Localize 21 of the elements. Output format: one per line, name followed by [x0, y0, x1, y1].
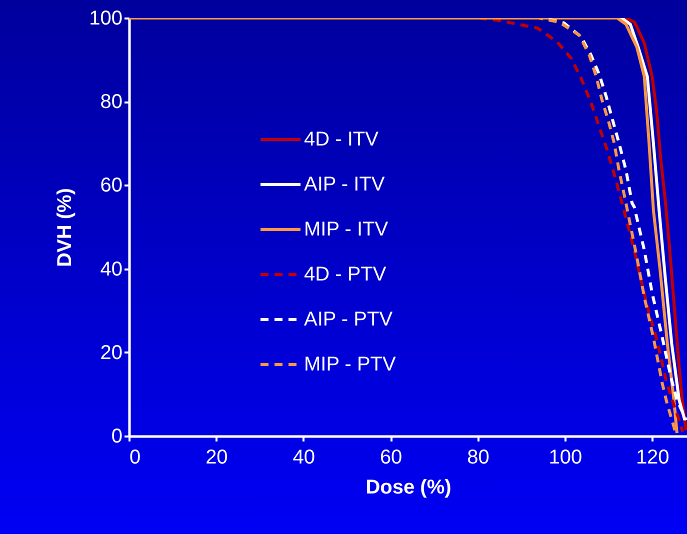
- legend-label: MIP - ITV: [304, 218, 389, 240]
- legend-label: AIP - PTV: [304, 308, 394, 330]
- x-tick-label: 40: [292, 446, 315, 468]
- x-tick-label: 100: [548, 446, 582, 468]
- legend-label: 4D - ITV: [304, 128, 380, 150]
- y-tick-label: 0: [111, 426, 122, 448]
- y-axis-title: DVH (%): [54, 188, 76, 267]
- legend-label: 4D - PTV: [304, 264, 387, 286]
- y-tick-label: 80: [100, 91, 122, 114]
- y-tick-label: 40: [100, 258, 122, 280]
- x-tick-label: 120: [636, 446, 670, 468]
- y-tick-label: 20: [100, 342, 122, 364]
- y-tick-label: 60: [100, 174, 122, 197]
- x-tick-label: 80: [467, 446, 490, 468]
- legend-label: MIP - PTV: [304, 354, 397, 376]
- legend-label: AIP - ITV: [304, 174, 386, 196]
- x-axis-title: Dose (%): [366, 476, 452, 498]
- x-tick-label: 0: [130, 446, 141, 468]
- x-tick-label: 20: [206, 446, 228, 468]
- x-tick-label: 60: [380, 446, 402, 468]
- y-tick-label: 100: [89, 8, 122, 30]
